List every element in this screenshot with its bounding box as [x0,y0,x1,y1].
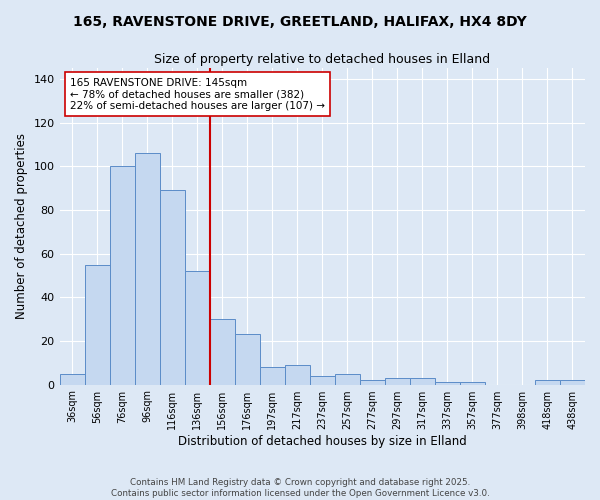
Bar [285,365,310,384]
Text: 165, RAVENSTONE DRIVE, GREETLAND, HALIFAX, HX4 8DY: 165, RAVENSTONE DRIVE, GREETLAND, HALIFA… [73,15,527,29]
X-axis label: Distribution of detached houses by size in Elland: Distribution of detached houses by size … [178,434,467,448]
Bar [435,382,460,384]
Bar [185,271,209,384]
Bar [535,380,560,384]
Bar [134,153,160,384]
Bar [209,319,235,384]
Bar [110,166,134,384]
Bar [59,374,85,384]
Bar [310,376,335,384]
Text: 165 RAVENSTONE DRIVE: 145sqm
← 78% of detached houses are smaller (382)
22% of s: 165 RAVENSTONE DRIVE: 145sqm ← 78% of de… [70,78,325,111]
Bar [360,380,385,384]
Bar [460,382,485,384]
Bar [260,367,285,384]
Bar [335,374,360,384]
Bar [385,378,410,384]
Bar [410,378,435,384]
Bar [160,190,185,384]
Title: Size of property relative to detached houses in Elland: Size of property relative to detached ho… [154,52,490,66]
Text: Contains HM Land Registry data © Crown copyright and database right 2025.
Contai: Contains HM Land Registry data © Crown c… [110,478,490,498]
Bar [560,380,585,384]
Y-axis label: Number of detached properties: Number of detached properties [15,134,28,320]
Bar [235,334,260,384]
Bar [85,264,110,384]
